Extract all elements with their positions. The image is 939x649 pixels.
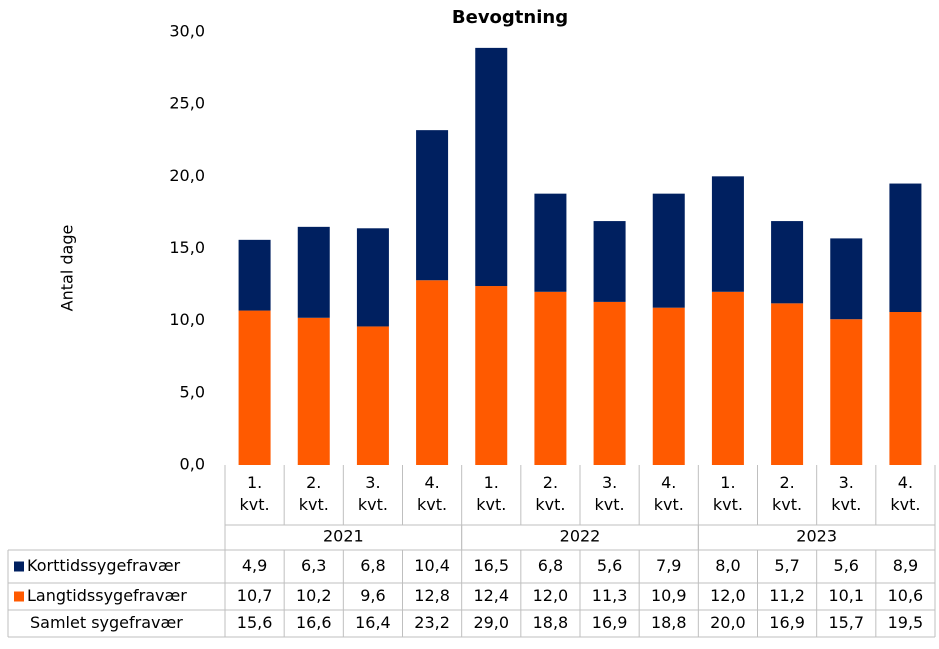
table-value: 8,9 bbox=[893, 556, 918, 575]
legend-swatch bbox=[14, 591, 24, 602]
bar bbox=[297, 317, 330, 465]
bar bbox=[534, 291, 567, 465]
table-value: 6,8 bbox=[360, 556, 385, 575]
bar bbox=[238, 239, 271, 311]
table-value: 10,7 bbox=[237, 586, 273, 605]
table-value: 6,3 bbox=[301, 556, 326, 575]
table-value: 6,8 bbox=[538, 556, 563, 575]
bar bbox=[771, 221, 804, 304]
table-value: 5,6 bbox=[597, 556, 622, 575]
y-tick-label: 25,0 bbox=[169, 94, 205, 113]
bar bbox=[889, 183, 922, 313]
table-row-label: Korttidssygefravær bbox=[27, 556, 181, 575]
y-tick-label: 10,0 bbox=[169, 310, 205, 329]
table-value: 12,8 bbox=[414, 586, 450, 605]
x-tick-label: 2. kvt. bbox=[299, 473, 329, 514]
table-value: 23,2 bbox=[414, 613, 450, 632]
bar bbox=[830, 319, 863, 465]
table-value: 11,3 bbox=[592, 586, 628, 605]
x-tick-label: 2. kvt. bbox=[772, 473, 802, 514]
x-tick-label: 3. kvt. bbox=[358, 473, 388, 514]
table-value: 5,6 bbox=[834, 556, 859, 575]
y-tick-label: 5,0 bbox=[180, 382, 205, 401]
table-value: 4,9 bbox=[242, 556, 267, 575]
x-tick-label: 3. kvt. bbox=[595, 473, 625, 514]
bar bbox=[593, 301, 626, 465]
table-value: 18,8 bbox=[533, 613, 569, 632]
table-value: 12,4 bbox=[473, 586, 509, 605]
table-value: 10,9 bbox=[651, 586, 687, 605]
y-axis-label: Antal dage bbox=[58, 225, 77, 312]
table-value: 10,1 bbox=[828, 586, 864, 605]
x-tick-label: 4. kvt. bbox=[417, 473, 447, 514]
table-value: 8,0 bbox=[715, 556, 740, 575]
table-row-label: Samlet sygefravær bbox=[30, 613, 183, 632]
x-tick-label: 1. kvt. bbox=[476, 473, 506, 514]
table-value: 16,9 bbox=[592, 613, 628, 632]
table-value: 16,9 bbox=[769, 613, 805, 632]
bar bbox=[297, 226, 330, 318]
bar bbox=[830, 238, 863, 320]
bar bbox=[416, 280, 449, 465]
table-value: 10,4 bbox=[414, 556, 450, 575]
x-tick-label: 2. kvt. bbox=[535, 473, 565, 514]
y-tick-label: 0,0 bbox=[180, 455, 205, 474]
year-label: 2022 bbox=[560, 527, 601, 546]
bar bbox=[771, 303, 804, 465]
x-tick-label: 4. kvt. bbox=[654, 473, 684, 514]
bar bbox=[711, 291, 744, 465]
x-tick-label: 1. kvt. bbox=[240, 473, 270, 514]
bar bbox=[356, 326, 389, 465]
table-value: 12,0 bbox=[710, 586, 746, 605]
x-tick-label: 3. kvt. bbox=[831, 473, 861, 514]
year-label: 2023 bbox=[796, 527, 837, 546]
x-tick-label: 4. kvt. bbox=[890, 473, 920, 514]
bar bbox=[534, 193, 567, 292]
table-value: 20,0 bbox=[710, 613, 746, 632]
chart-title: Bevogtning bbox=[452, 7, 568, 28]
bar bbox=[475, 286, 508, 465]
bar bbox=[238, 310, 271, 465]
bar bbox=[593, 221, 626, 302]
table-value: 16,4 bbox=[355, 613, 391, 632]
table-value: 19,5 bbox=[888, 613, 924, 632]
table-value: 10,2 bbox=[296, 586, 332, 605]
bar bbox=[475, 47, 508, 287]
table-value: 11,2 bbox=[769, 586, 805, 605]
y-tick-label: 30,0 bbox=[169, 22, 205, 41]
table-value: 12,0 bbox=[533, 586, 569, 605]
x-tick-label: 1. kvt. bbox=[713, 473, 743, 514]
table-value: 15,6 bbox=[237, 613, 273, 632]
bar bbox=[652, 193, 685, 308]
bar bbox=[889, 312, 922, 465]
y-tick-label: 20,0 bbox=[169, 166, 205, 185]
table-value: 16,6 bbox=[296, 613, 332, 632]
year-label: 2021 bbox=[323, 527, 364, 546]
table-value: 29,0 bbox=[473, 613, 509, 632]
bar bbox=[652, 307, 685, 465]
table-row-label: Langtidssygefravær bbox=[27, 586, 187, 605]
bar bbox=[416, 130, 449, 281]
table-value: 7,9 bbox=[656, 556, 681, 575]
legend-swatch bbox=[14, 561, 24, 572]
table-value: 16,5 bbox=[473, 556, 509, 575]
bar bbox=[711, 176, 744, 292]
table-value: 15,7 bbox=[828, 613, 864, 632]
table-value: 18,8 bbox=[651, 613, 687, 632]
table-value: 9,6 bbox=[360, 586, 385, 605]
table-value: 5,7 bbox=[774, 556, 799, 575]
table-value: 10,6 bbox=[888, 586, 924, 605]
y-tick-label: 15,0 bbox=[169, 238, 205, 257]
bar bbox=[356, 228, 389, 327]
